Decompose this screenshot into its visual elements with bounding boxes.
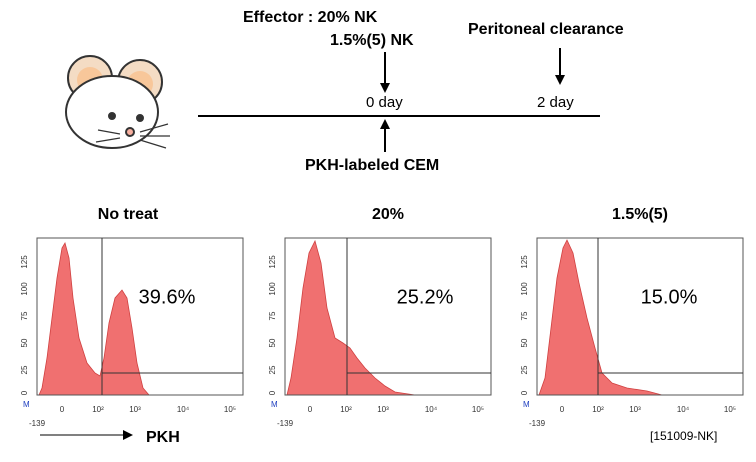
x-tick-label: 0 xyxy=(560,405,565,414)
y-tick-label: 125 xyxy=(520,255,529,269)
x-min-label: -139 xyxy=(529,419,546,428)
y-tick-label: 50 xyxy=(268,338,277,347)
plot-frame xyxy=(284,237,492,396)
effector-label: Effector : 20% NK xyxy=(243,9,378,26)
x-tick-label: 10³ xyxy=(129,405,141,414)
x-tick-label: 10² xyxy=(592,405,604,414)
marker-label: M xyxy=(271,400,278,409)
y-tick-label: 125 xyxy=(268,255,277,269)
histogram xyxy=(538,239,663,396)
y-tick-label: 100 xyxy=(520,282,529,296)
x-tick-label: 10² xyxy=(92,405,104,414)
marker-label: M xyxy=(23,400,30,409)
gate-percent: 25.2% xyxy=(397,286,454,308)
y-tick-label: 25 xyxy=(520,365,529,374)
gate-percent: 15.0% xyxy=(641,286,698,308)
plot-frame xyxy=(36,237,244,396)
x-tick-label: 10³ xyxy=(377,405,389,414)
day-label: 2 day xyxy=(537,94,574,111)
x-tick-label: 0 xyxy=(60,405,65,414)
y-tick-label: 0 xyxy=(520,390,529,395)
effector-label: 1.5%(5) NK xyxy=(330,32,414,49)
y-tick-label: 100 xyxy=(20,282,29,296)
y-tick-label: 50 xyxy=(520,338,529,347)
plot-frame xyxy=(536,237,744,396)
x-tick-label: 10⁵ xyxy=(224,405,236,414)
x-tick-label: 10⁴ xyxy=(677,405,690,414)
marker-label: M xyxy=(523,400,530,409)
y-tick-label: 100 xyxy=(268,282,277,296)
x-tick-label: 0 xyxy=(308,405,313,414)
target-label: PKH-labeled CEM xyxy=(305,157,439,174)
x-tick-label: 10³ xyxy=(629,405,641,414)
x-tick-label: 10⁵ xyxy=(472,405,484,414)
y-tick-label: 25 xyxy=(20,365,29,374)
y-tick-label: 50 xyxy=(20,338,29,347)
y-tick-label: 0 xyxy=(20,390,29,395)
x-tick-label: 10² xyxy=(340,405,352,414)
x-tick-label: 10⁵ xyxy=(724,405,736,414)
histogram xyxy=(38,241,150,396)
day-label: 0 day xyxy=(366,94,403,111)
y-tick-label: 125 xyxy=(20,255,29,269)
x-min-label: -139 xyxy=(277,419,294,428)
panel-title: 1.5%(5) xyxy=(612,206,668,223)
clearance-label: Peritoneal clearance xyxy=(468,21,624,38)
panel-title: No treat xyxy=(98,206,159,223)
x-tick-label: 10⁴ xyxy=(177,405,190,414)
y-tick-label: 75 xyxy=(520,311,529,320)
footnote: [151009-NK] xyxy=(650,429,717,443)
y-tick-label: 0 xyxy=(268,390,277,395)
x-min-label: -139 xyxy=(29,419,46,428)
mouse-icon xyxy=(65,55,170,149)
y-tick-label: 25 xyxy=(268,365,277,374)
y-tick-label: 75 xyxy=(268,311,277,320)
y-tick-label: 75 xyxy=(20,311,29,320)
gate-percent: 39.6% xyxy=(139,286,196,308)
x-tick-label: 10⁴ xyxy=(425,405,438,414)
panel-title: 20% xyxy=(372,206,404,223)
histogram xyxy=(286,239,416,396)
axis-label: PKH xyxy=(146,429,180,446)
